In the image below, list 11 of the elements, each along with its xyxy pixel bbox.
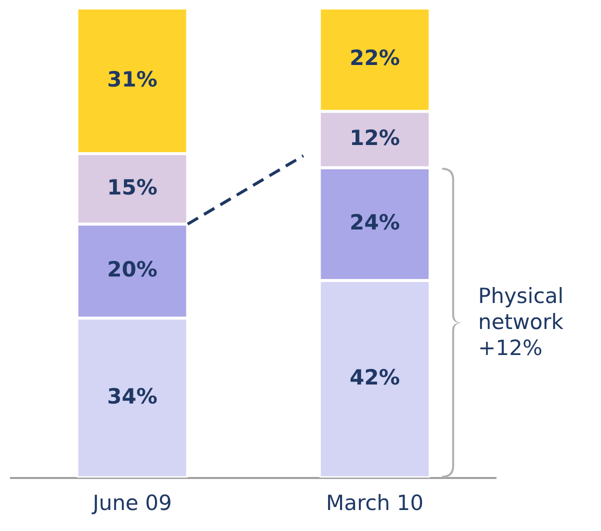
data-label: 22% bbox=[350, 46, 400, 70]
data-label: 20% bbox=[107, 258, 158, 282]
data-label: 24% bbox=[350, 210, 400, 235]
data-label: 34% bbox=[107, 384, 158, 408]
data-label: 15% bbox=[107, 175, 158, 200]
data-label: 12% bbox=[350, 126, 400, 150]
data-label: 42% bbox=[350, 366, 400, 390]
x-tick-label: March 10 bbox=[326, 490, 424, 515]
data-label: 31% bbox=[107, 67, 158, 92]
x-tick-label: June 09 bbox=[90, 490, 172, 515]
annotation: Physical network +12% bbox=[478, 282, 564, 361]
